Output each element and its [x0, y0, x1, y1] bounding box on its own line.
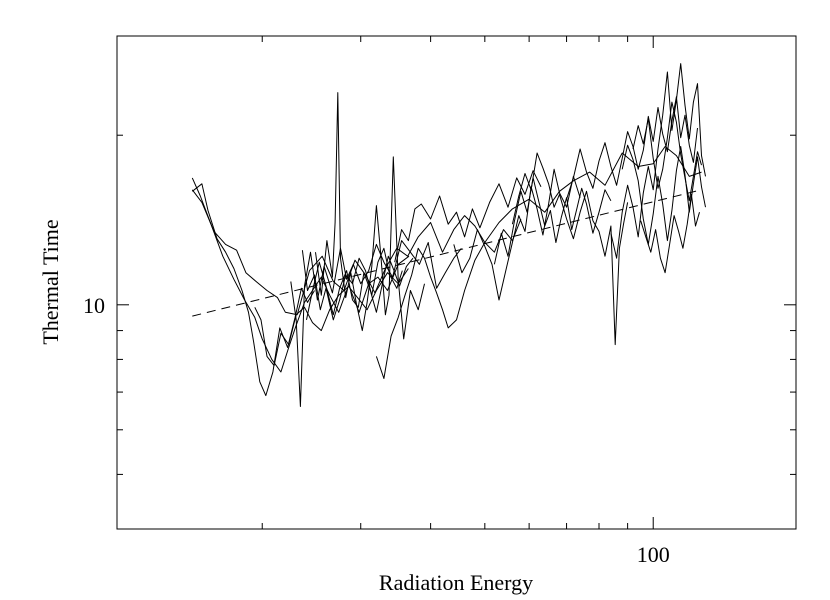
series-line-9 [375, 218, 522, 379]
series-line-12 [493, 177, 612, 265]
series-line-4 [254, 255, 410, 367]
x-axis-label: Radiation Energy [379, 570, 533, 595]
x-tick-label: 100 [637, 542, 670, 567]
axis-ticks [117, 36, 796, 529]
plot-frame [116, 35, 797, 530]
series-line-17 [632, 101, 702, 202]
series-line-18 [640, 193, 700, 274]
series-line-2 [191, 177, 409, 373]
series-line-14 [566, 96, 698, 200]
series-line-3 [191, 183, 315, 397]
y-tick-label: 10 [83, 293, 105, 318]
data-lines [191, 63, 706, 407]
tick-labels: 100 10 [83, 293, 670, 567]
trend-line-dashed [192, 189, 702, 317]
series-line-10 [394, 170, 542, 263]
series-line-5 [290, 240, 462, 407]
series-line-1 [191, 146, 702, 316]
series-line-15 [610, 63, 706, 259]
y-axis-label: Thermal Time [38, 219, 63, 344]
series-line-16 [621, 144, 706, 245]
series-line-8 [315, 92, 425, 340]
series-line-11 [453, 168, 581, 301]
series-line-13 [511, 152, 629, 346]
series-line-7 [306, 255, 414, 320]
